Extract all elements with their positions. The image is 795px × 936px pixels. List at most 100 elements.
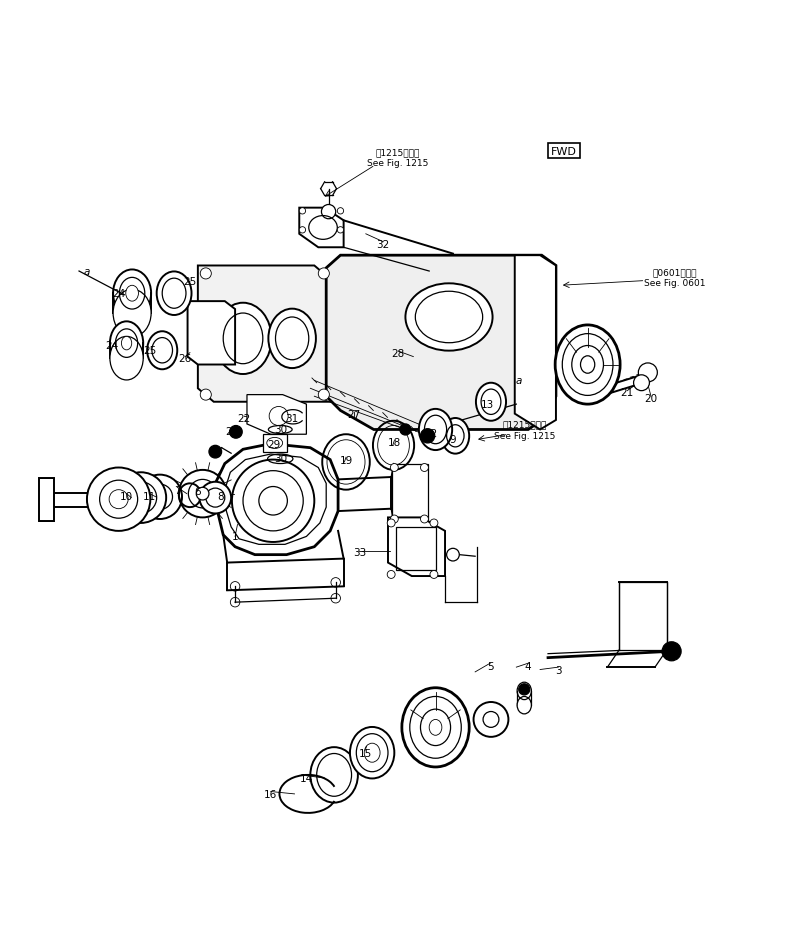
Text: 13: 13 [481,400,494,410]
Text: a: a [515,376,522,386]
Ellipse shape [215,303,272,374]
Ellipse shape [555,326,620,404]
Ellipse shape [110,322,143,366]
Ellipse shape [517,696,531,714]
Text: 31: 31 [285,413,299,423]
Circle shape [87,468,150,532]
Ellipse shape [110,337,143,381]
Circle shape [638,363,657,383]
Text: 20: 20 [645,393,657,403]
Circle shape [318,389,329,401]
Text: 3: 3 [555,665,561,675]
Text: 30: 30 [273,425,287,435]
Text: 28: 28 [392,348,405,358]
Ellipse shape [310,747,358,803]
Text: 7: 7 [174,485,180,495]
Ellipse shape [476,384,506,421]
Text: 5: 5 [487,661,494,671]
Text: 29: 29 [267,439,281,449]
Circle shape [318,269,329,280]
Bar [49,493,122,507]
Circle shape [421,430,435,444]
Ellipse shape [113,271,151,317]
Polygon shape [247,395,306,434]
Text: 第1215図参照
See Fig. 1215: 第1215図参照 See Fig. 1215 [366,148,429,168]
Circle shape [299,227,305,234]
Circle shape [321,205,335,220]
Circle shape [387,519,395,527]
Circle shape [115,473,166,523]
Ellipse shape [122,337,132,350]
Circle shape [634,375,650,391]
Circle shape [390,464,398,472]
Text: a: a [83,267,90,277]
Circle shape [337,227,343,234]
Text: 9: 9 [450,434,456,445]
Ellipse shape [429,720,442,736]
Text: 12: 12 [425,429,438,439]
Polygon shape [388,518,445,577]
Text: 16: 16 [264,789,277,799]
Text: FWD: FWD [551,146,577,156]
Text: 2: 2 [670,649,677,659]
Polygon shape [215,445,338,555]
Ellipse shape [267,438,283,449]
Polygon shape [188,301,235,365]
Circle shape [421,516,429,523]
Text: 18: 18 [388,438,401,447]
Circle shape [421,464,429,472]
Text: 10: 10 [120,491,133,502]
Circle shape [387,571,395,578]
Text: 26: 26 [179,354,192,364]
Text: 19: 19 [339,455,353,465]
Text: 第1215図参照
See Fig. 1215: 第1215図参照 See Fig. 1215 [494,420,555,440]
Text: 22: 22 [237,413,250,423]
Bar [392,465,428,521]
Text: 25: 25 [184,277,196,287]
Circle shape [430,571,438,578]
Circle shape [447,548,460,562]
Ellipse shape [269,309,316,369]
Text: 8: 8 [218,491,224,502]
Ellipse shape [419,409,452,450]
Circle shape [230,426,242,439]
Circle shape [430,519,438,527]
Text: 17: 17 [208,447,222,457]
Circle shape [299,209,305,214]
Circle shape [138,475,182,519]
Circle shape [200,269,211,280]
Circle shape [390,516,398,523]
Circle shape [209,446,222,459]
Circle shape [662,642,681,661]
Circle shape [200,482,231,514]
Circle shape [474,702,509,737]
Text: 25: 25 [144,346,157,356]
Text: 24: 24 [112,289,126,299]
Text: 15: 15 [359,748,371,758]
Text: 11: 11 [143,491,156,502]
Ellipse shape [350,727,394,779]
Bar [396,527,436,571]
Circle shape [518,684,529,695]
Polygon shape [326,256,556,430]
Circle shape [337,209,343,214]
Ellipse shape [126,286,138,301]
Ellipse shape [157,272,192,315]
Text: 4: 4 [525,661,532,671]
Ellipse shape [113,290,151,337]
Text: 23: 23 [225,427,238,436]
Circle shape [196,488,209,501]
Text: 33: 33 [353,548,366,558]
Circle shape [400,424,411,435]
Text: 32: 32 [377,240,390,250]
Polygon shape [514,256,556,430]
Ellipse shape [405,284,493,351]
Text: 6: 6 [195,487,201,497]
Polygon shape [198,266,330,402]
Ellipse shape [401,688,469,768]
Text: 27: 27 [347,409,361,419]
Polygon shape [299,209,343,248]
Text: 1: 1 [232,532,238,542]
Ellipse shape [580,357,595,373]
Ellipse shape [441,418,469,454]
